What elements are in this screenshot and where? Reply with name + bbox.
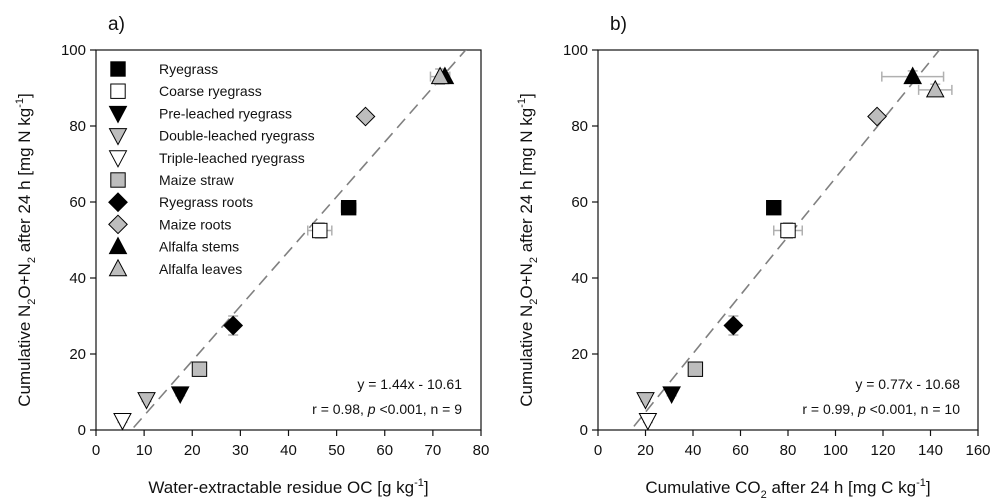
regression-line: [130, 50, 467, 430]
y-axis-label: Cumulative N2O+N2 after 24 h [mg N kg-1]: [516, 93, 540, 407]
x-tick-label: 40: [685, 442, 702, 459]
x-tick-label: 120: [870, 442, 895, 459]
legend-label: Triple-leached ryegrass: [159, 150, 305, 166]
y-tick-label: 60: [571, 194, 588, 211]
y-tick-label: 0: [78, 422, 86, 439]
legend-label: Alfalfa leaves: [159, 261, 242, 277]
data-point: [223, 315, 244, 336]
legend-marker: [110, 83, 126, 99]
data-point: [113, 413, 132, 431]
y-tick-label: 60: [69, 194, 86, 211]
legend-marker: [108, 105, 128, 124]
x-tick-label: 0: [594, 442, 602, 459]
y-tick-label: 0: [580, 422, 588, 439]
y-axis-label: Cumulative N2O+N2 after 24 h [mg N kg-1]: [14, 93, 38, 407]
panel-label-b: b): [610, 14, 627, 35]
x-tick-label: 80: [780, 442, 797, 459]
x-tick-label: 30: [232, 442, 249, 459]
x-tick-label: 40: [280, 442, 297, 459]
y-tick-label: 100: [563, 42, 588, 59]
x-axis-label: Cumulative CO2 after 24 h [mg C kg-1]: [645, 477, 930, 501]
x-tick-label: 20: [637, 442, 654, 459]
legend: Ryegrass Coarse ryegrass Pre-leached ryegr…: [108, 61, 315, 277]
legend-label: Ryegrass roots: [159, 194, 253, 210]
data-point: [766, 200, 782, 216]
regression-stats: r = 0.98, p <0.001, n = 9: [312, 401, 462, 417]
chart-panel-a: a) 0 10 20 30 40 50 60 70 80 0 20 40 60 80 100 Water-ext…: [14, 14, 489, 497]
legend-label: Maize straw: [159, 172, 235, 188]
legend-label: Ryegrass: [159, 61, 218, 77]
data-point: [312, 222, 328, 239]
y-tick-label: 80: [69, 118, 86, 135]
data-point: [687, 361, 704, 377]
data-point: [340, 200, 357, 216]
regression-equation: y = 1.44x - 10.61: [357, 376, 462, 392]
legend-marker: [108, 150, 128, 168]
x-tick-label: 140: [918, 442, 943, 459]
x-tick-label: 60: [732, 442, 749, 459]
x-tick-label: 60: [376, 442, 393, 459]
regression-stats: r = 0.99, p <0.001, n = 10: [802, 401, 960, 417]
y-tick-label: 80: [571, 118, 588, 135]
y-tick-label: 20: [69, 346, 86, 363]
y-tick-label: 20: [571, 346, 588, 363]
legend-marker: [108, 128, 128, 146]
x-tick-label: 70: [425, 442, 442, 459]
x-tick-label: 80: [473, 442, 490, 459]
data-point: [355, 106, 376, 127]
data-point: [137, 392, 156, 410]
y-tick-label: 40: [571, 270, 588, 287]
legend-marker: [108, 258, 128, 277]
data-point: [170, 386, 190, 404]
data-point: [780, 222, 796, 239]
legend-label: Coarse ryegrass: [159, 83, 262, 99]
legend-label: Alfalfa stems: [159, 239, 239, 255]
data-point: [867, 106, 887, 127]
x-axis-label: Water-extractable residue OC [g kg-1]: [148, 477, 428, 497]
legend-marker: [108, 192, 128, 213]
data-point: [638, 413, 658, 431]
data-point: [430, 66, 450, 85]
legend-label: Double-leached ryegrass: [159, 128, 315, 144]
data-point: [903, 66, 923, 85]
legend-label: Pre-leached ryegrass: [159, 105, 292, 121]
data-point: [723, 315, 744, 336]
chart-panel-b: b) 0 20 40 60 80 100 120 140 160 0 20 40 60 80 100 Cumul…: [516, 14, 991, 501]
legend-marker: [110, 61, 126, 77]
legend-marker: [108, 214, 128, 235]
x-tick-label: 20: [184, 442, 201, 459]
y-tick-label: 40: [69, 270, 86, 287]
x-tick-label: 100: [823, 442, 848, 459]
data-point: [191, 361, 208, 377]
data-point: [636, 392, 655, 410]
x-tick-label: 160: [965, 442, 990, 459]
data-point: [925, 79, 945, 98]
legend-marker: [110, 172, 126, 188]
x-tick-label: 0: [92, 442, 100, 459]
panel-label-a: a): [108, 14, 125, 35]
plot-frame: [597, 49, 979, 431]
legend-marker: [108, 236, 128, 255]
data-point: [662, 386, 681, 404]
y-tick-label: 100: [61, 42, 86, 59]
regression-equation: y = 0.77x - 10.68: [855, 376, 960, 392]
legend-label: Maize roots: [159, 216, 231, 232]
x-tick-label: 10: [136, 442, 153, 459]
x-tick-label: 50: [328, 442, 345, 459]
